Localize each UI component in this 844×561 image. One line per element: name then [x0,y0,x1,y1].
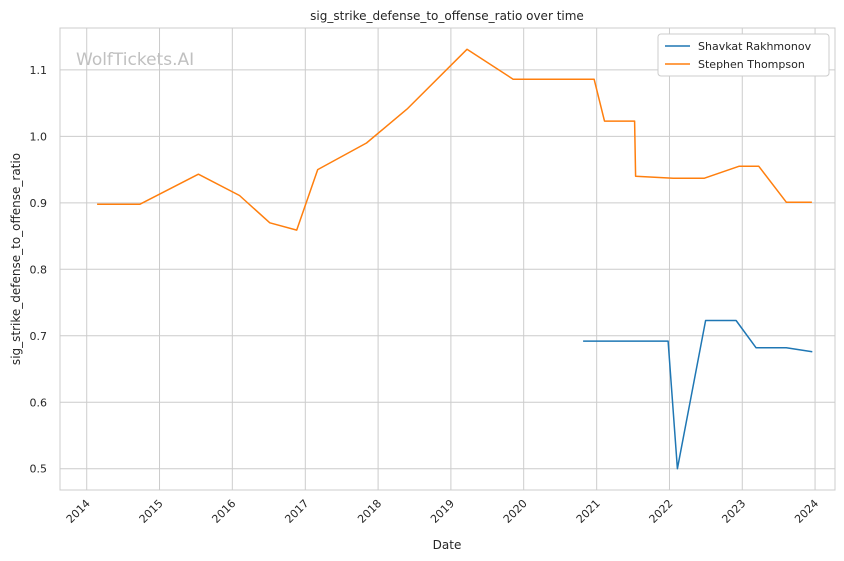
y-tick-label: 0.8 [30,263,48,276]
x-tick-label: 2015 [137,497,166,526]
legend-label-0: Shavkat Rakhmonov [698,40,812,53]
x-tick-labels: 2014 2015 2016 2017 2018 2019 2020 2021 2022 2023… [64,497,821,526]
watermark: WolfTickets.AI [76,50,194,70]
y-tick-label: 0.9 [30,197,48,210]
series-line-1 [97,48,812,231]
x-tick-label: 2017 [282,497,311,526]
x-tick-label: 2022 [647,497,676,526]
series-line-0 [583,319,813,470]
legend: Shavkat Rakhmonov Stephen Thompson [657,33,830,77]
series-lines [97,48,813,470]
x-tick-label: 2019 [428,497,457,526]
x-axis-label: Date [433,538,462,552]
plot-area [59,27,836,491]
x-tick-label: 2016 [209,497,238,526]
y-tick-label: 1.0 [30,130,48,143]
y-tick-label: 0.6 [30,396,48,409]
x-tick-label: 2020 [501,497,530,526]
grid-lines [60,28,835,490]
y-tick-label: 0.7 [30,330,48,343]
y-axis-label: sig_strike_defense_to_offense_ratio [9,153,23,365]
y-tick-label: 0.5 [30,463,48,476]
y-tick-label: 1.1 [30,64,48,77]
x-tick-label: 2023 [719,497,748,526]
chart-title: sig_strike_defense_to_offense_ratio over… [310,9,584,23]
x-tick-label: 2014 [64,497,93,526]
x-tick-label: 2018 [355,497,384,526]
legend-box [657,33,830,77]
x-tick-label: 2021 [574,497,603,526]
x-tick-label: 2024 [792,497,821,526]
y-tick-labels: 0.5 0.6 0.7 0.8 0.9 1.0 1.1 [30,64,48,476]
legend-label-1: Stephen Thompson [698,58,805,71]
